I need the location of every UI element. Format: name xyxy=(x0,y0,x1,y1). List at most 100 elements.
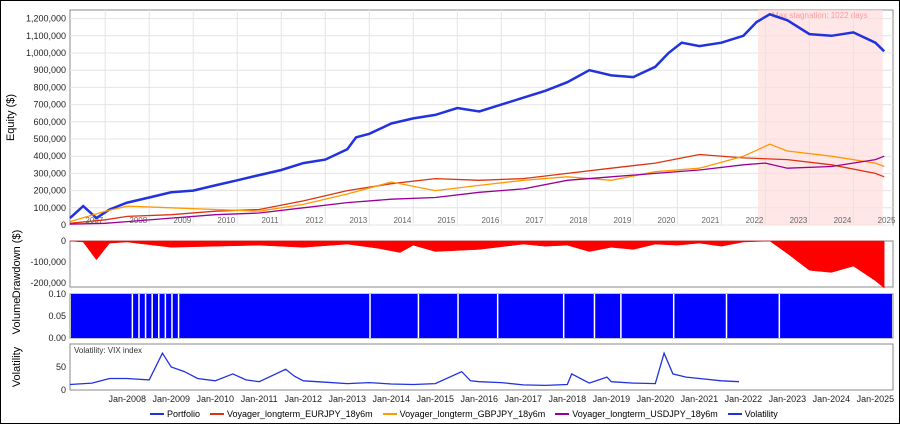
y-tick-label: -100,000 xyxy=(30,257,66,267)
series-line-0 xyxy=(69,351,740,387)
volume-gap xyxy=(778,294,781,338)
equity-plot-area xyxy=(69,9,894,226)
x-tick-label: Jan-2024 xyxy=(813,394,851,404)
volume-gap xyxy=(151,294,153,338)
year-label: 2013 xyxy=(349,216,367,225)
legend-label: Portfolio xyxy=(167,409,201,419)
year-label: 2016 xyxy=(482,216,500,225)
x-tick-label: Jan-2008 xyxy=(108,394,146,404)
year-label: 2009 xyxy=(173,216,191,225)
y-tick-label: 0 xyxy=(61,220,66,230)
legend-item: Voyager_longterm_USDJPY_18y6m xyxy=(555,409,718,419)
legend-item: Volatility xyxy=(727,409,778,419)
volume-gap xyxy=(620,294,622,338)
volatility-title: Volatility: VIX index xyxy=(74,346,142,355)
volume-gap xyxy=(164,294,167,338)
panel-volatility: 0 50 Volatility Volatility: VIX index Jan-20… xyxy=(11,343,895,404)
y-tick-label: 1,000,000 xyxy=(26,48,66,58)
year-label: 2018 xyxy=(570,216,588,225)
y-tick-label: 0.05 xyxy=(48,311,66,321)
stagnation-region xyxy=(758,10,883,225)
y-tick-label: 300,000 xyxy=(33,168,66,178)
volume-gap xyxy=(562,294,565,338)
legend-label: Voyager_longterm_USDJPY_18y6m xyxy=(572,409,718,419)
equity-ylabel: Equity ($) xyxy=(5,94,17,141)
volume-gap xyxy=(144,294,147,338)
volume-gap xyxy=(158,294,160,338)
volume-gap xyxy=(593,294,596,338)
x-tick-label: Jan-2011 xyxy=(241,394,278,404)
x-tick-label: Jan-2021 xyxy=(681,394,719,404)
year-label: 2010 xyxy=(217,216,235,225)
legend-swatch xyxy=(382,413,397,415)
series-line-0 xyxy=(69,12,886,220)
year-label: 2024 xyxy=(834,216,852,225)
y-tick-label: 400,000 xyxy=(33,151,66,161)
volume-gap xyxy=(369,294,371,338)
year-label: 2015 xyxy=(437,216,455,225)
x-tick-label: Jan-2025 xyxy=(857,394,895,404)
year-label: 2017 xyxy=(526,216,544,225)
volume-area xyxy=(71,294,892,338)
volume-gap xyxy=(177,294,180,338)
y-tick-label: 0 xyxy=(61,385,66,395)
y-tick-label: 600,000 xyxy=(33,117,66,127)
legend-swatch xyxy=(555,413,570,415)
year-label: 2020 xyxy=(658,216,676,225)
y-tick-label: 50 xyxy=(56,362,66,372)
y-tick-label: 900,000 xyxy=(33,65,66,75)
y-tick-label: 1,200,000 xyxy=(26,14,66,24)
year-label: 2021 xyxy=(702,216,720,225)
legend-label: Voyager_longterm_GBPJPY_18y6m xyxy=(399,409,546,419)
legend-swatch xyxy=(210,413,225,415)
x-tick-label: Jan-2022 xyxy=(725,394,763,404)
series-line-2 xyxy=(69,143,885,223)
drawdown-area xyxy=(69,240,885,289)
volume-gap xyxy=(131,294,134,338)
x-tick-label: Jan-2010 xyxy=(196,394,234,404)
panel-drawdown: 0 -100,000 -200,000 Drawdown ($) xyxy=(11,230,894,298)
drawdown-ylabel: Drawdown ($) xyxy=(11,230,23,298)
panel-volume: 0.00 0.05 0.10 Volume xyxy=(11,289,894,343)
year-label: 2023 xyxy=(790,216,808,225)
panel-equity: 0 100,000 200,000 300,000 400,000 500,000 600,… xyxy=(5,9,896,230)
year-label: 2012 xyxy=(305,216,323,225)
x-tick-label: Jan-2016 xyxy=(461,394,499,404)
legend-label: Voyager_longterm_EURJPY_18y6m xyxy=(227,409,373,419)
year-label: 2019 xyxy=(614,216,632,225)
legend-item: Voyager_longterm_GBPJPY_18y6m xyxy=(382,409,546,419)
y-tick-label: 0.00 xyxy=(48,333,66,343)
x-tick-label: Jan-2017 xyxy=(505,394,543,404)
y-tick-label: 0.10 xyxy=(48,289,66,299)
year-label: 2022 xyxy=(746,216,764,225)
year-label: 2014 xyxy=(393,216,411,225)
x-tick-label: Jan-2020 xyxy=(637,394,675,404)
legend-label: Volatility xyxy=(744,409,778,419)
year-label: 2025 xyxy=(878,216,896,225)
volume-gap xyxy=(171,294,173,338)
y-tick-label: -200,000 xyxy=(30,278,66,288)
x-tick-label: Jan-2015 xyxy=(417,394,455,404)
volume-gap xyxy=(496,294,499,338)
x-tick-label: Jan-2023 xyxy=(769,394,807,404)
y-tick-label: 700,000 xyxy=(33,100,66,110)
legend-swatch xyxy=(150,413,164,415)
y-tick-label: 800,000 xyxy=(33,82,66,92)
volume-gap xyxy=(138,294,140,338)
legend-item: Voyager_longterm_EURJPY_18y6m xyxy=(210,409,373,419)
x-tick-label: Jan-2018 xyxy=(549,394,587,404)
x-tick-label: Jan-2019 xyxy=(593,394,631,404)
volume-gap xyxy=(417,294,420,338)
y-tick-label: 200,000 xyxy=(33,186,66,196)
x-tick-label: Jan-2012 xyxy=(284,394,322,404)
x-tick-label: Jan-2014 xyxy=(373,394,411,404)
volume-gap xyxy=(457,294,459,338)
y-tick-label: 100,000 xyxy=(33,203,66,213)
y-tick-label: 1,100,000 xyxy=(26,31,66,41)
x-tick-label: Jan-2013 xyxy=(329,394,367,404)
legend-item: Portfolio xyxy=(150,409,200,419)
y-tick-label: 0 xyxy=(61,236,66,246)
x-tick-label: Jan-2009 xyxy=(152,394,190,404)
legend: Portfolio Voyager_longterm_EURJPY_18y6m Vo… xyxy=(150,407,778,421)
